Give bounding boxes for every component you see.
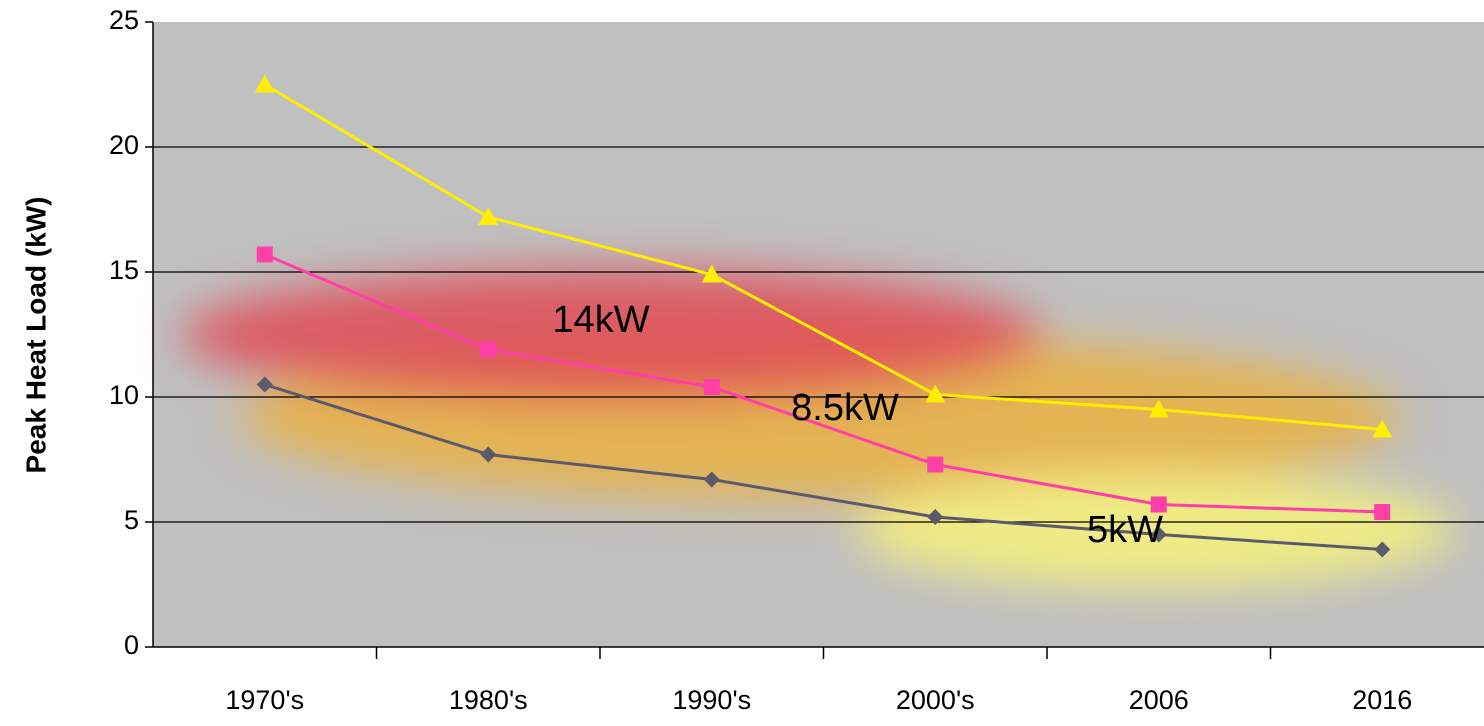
marker [256, 246, 273, 263]
marker [1150, 526, 1167, 543]
marker [254, 74, 275, 93]
marker [927, 456, 944, 473]
marker [478, 207, 499, 225]
series [254, 74, 1393, 438]
x-tick-label: 1990's [672, 685, 751, 715]
series-line [264, 383, 1383, 551]
marker [927, 509, 944, 525]
marker [701, 264, 722, 283]
annotation: 8.5kW [791, 387, 899, 429]
x-tick-label: 2016 [1352, 685, 1412, 715]
y-tick-label: 20 [109, 130, 139, 160]
grid [145, 21, 1484, 659]
annotation: 14kW [552, 299, 649, 341]
series-lines [254, 74, 1393, 558]
y-tick-label: 0 [124, 630, 139, 660]
marker [256, 376, 273, 393]
series [256, 246, 1391, 520]
marker [1372, 419, 1393, 438]
marker [480, 341, 497, 358]
x-tick-label: 1970's [225, 685, 304, 715]
highlight-low [855, 472, 1455, 588]
y-tick-label: 25 [109, 5, 139, 35]
series-line [264, 253, 1383, 514]
marker [1374, 504, 1391, 520]
series-line [263, 83, 1383, 431]
x-tick-label: 2000's [896, 685, 975, 715]
annotation: 5kW [1087, 509, 1163, 551]
marker [480, 446, 497, 463]
y-tick-label: 5 [124, 505, 139, 535]
marker [1374, 541, 1391, 558]
marker [703, 379, 720, 395]
x-tick-label: 1980's [449, 685, 528, 715]
y-tick-label: 10 [109, 380, 139, 410]
x-tick-label: 2006 [1129, 685, 1189, 715]
marker [703, 471, 720, 488]
series [256, 376, 1391, 558]
marker [1150, 496, 1167, 513]
highlight-high [182, 269, 1042, 401]
marker [1148, 399, 1169, 418]
marker [925, 384, 946, 403]
y-tick-label: 15 [109, 255, 139, 285]
y-axis-label: Peak Heat Load (kW) [20, 197, 51, 474]
